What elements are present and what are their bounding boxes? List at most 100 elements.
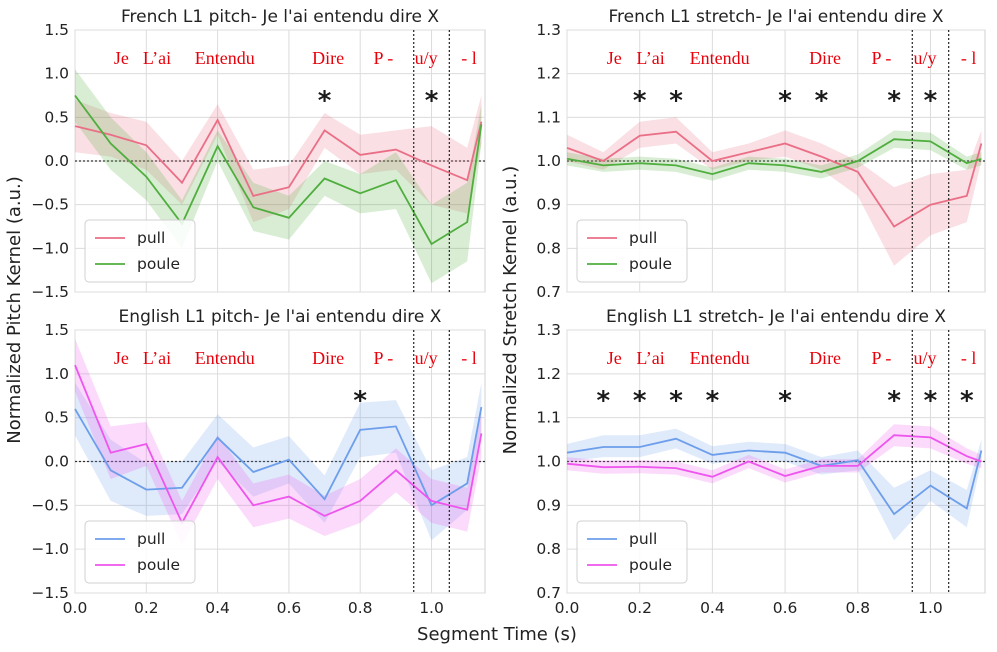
legend-box: [84, 520, 196, 584]
significance-star: *: [960, 386, 974, 416]
word-label: Entendu: [195, 48, 255, 68]
panel-3: 1.51.00.50.0−0.5−1.0−1.50.0 0.2 0.4 0.6 0.8 1…: [31, 307, 486, 617]
x-tick-label: 0.2: [134, 599, 159, 617]
panel-title: English L1 stretch- Je l'ai entendu dire…: [606, 307, 946, 327]
y-tick-label: 1.0: [536, 152, 561, 170]
x-tick-label: 0.6: [277, 599, 302, 617]
y-tick-label: −1.0: [31, 540, 69, 558]
ci-band-pull: [567, 428, 982, 541]
word-label: P -: [871, 348, 891, 368]
y-tick-label: 1.0: [536, 453, 561, 471]
y-tick-label: −1.5: [31, 584, 69, 602]
y-tick-label: −0.5: [31, 196, 69, 214]
y-tick-label: 1.2: [536, 65, 561, 83]
word-label: Dire: [312, 48, 344, 68]
word-label: Entendu: [690, 348, 750, 368]
x-tick-label: 0.4: [205, 599, 230, 617]
y-tick-label: 0.9: [536, 196, 561, 214]
ci-band-pull: [567, 117, 982, 266]
x-tick-label: 0.8: [845, 599, 870, 617]
significance-star: *: [778, 86, 792, 116]
ci-band-pull: [75, 382, 482, 541]
series-line-poule: [74, 94, 483, 246]
y-tick-label: 0.8: [536, 540, 561, 558]
y-tick-label: 0.5: [44, 409, 69, 427]
y-tick-label: 1.1: [536, 108, 561, 126]
word-label: Dire: [809, 48, 841, 68]
x-tick-label: 1.0: [918, 599, 943, 617]
y-tick-label: 1.0: [44, 365, 69, 383]
word-label: Dire: [809, 348, 841, 368]
series-line-poule: [566, 434, 982, 478]
x-tick-label: 0.2: [627, 599, 652, 617]
word-label: - l: [961, 48, 977, 68]
y-axis-label-stretch: Normalized Stretch Kernel (a.u.): [500, 166, 521, 455]
significance-star: *: [924, 86, 938, 116]
y-tick-label: 1.3: [536, 21, 561, 39]
word-label: - l: [461, 348, 477, 368]
panel-4: 1.3 1.2 1.1 1.0 0.9 0.8 0.70.0 0.2 0.4 0.6 0.8 1.0 E…: [536, 307, 986, 617]
legend-label: poule: [137, 556, 180, 574]
legend-box: [84, 219, 196, 283]
word-label: L’ai: [636, 348, 664, 368]
word-label: Entendu: [690, 48, 750, 68]
series-line-pull: [74, 406, 483, 507]
y-tick-label: 1.0: [44, 65, 69, 83]
significance-star: *: [633, 86, 647, 116]
y-tick-label: 1.3: [536, 321, 561, 339]
y-tick-label: 1.2: [536, 365, 561, 383]
y-tick-label: 0.7: [536, 584, 561, 602]
y-tick-label: 0.5: [44, 108, 69, 126]
word-label: P -: [373, 348, 393, 368]
y-tick-label: 1.5: [44, 321, 69, 339]
series-line-pull: [74, 118, 483, 197]
significance-star: *: [669, 386, 683, 416]
y-tick-label: 0.8: [536, 239, 561, 257]
significance-star: *: [815, 86, 829, 116]
legend-label: pull: [629, 229, 657, 247]
word-label: L’ai: [636, 48, 664, 68]
panels-container: 1.5 1.0 0.5 0.0 −0.5 −1.0 −1.5 French L1 pitch-…: [31, 7, 986, 617]
word-label: Entendu: [195, 348, 255, 368]
significance-star: *: [778, 386, 792, 416]
y-axis-label-pitch: Normalized Pitch Kernel (a.u.): [4, 176, 25, 444]
legend-box: [576, 219, 688, 283]
panel-title: French L1 stretch- Je l'ai entendu dire …: [608, 7, 943, 27]
legend-label: poule: [629, 255, 672, 273]
word-label: u/y: [914, 48, 937, 68]
y-tick-label: −1.5: [31, 283, 69, 301]
y-tick-label: −0.5: [31, 496, 69, 514]
significance-star: *: [887, 86, 901, 116]
legend-label: pull: [629, 530, 657, 548]
significance-star: *: [633, 386, 647, 416]
significance-star: *: [924, 386, 938, 416]
panel-title: French L1 pitch- Je l'ai entendu dire X: [121, 7, 439, 27]
significance-star: *: [706, 386, 720, 416]
legend-label: pull: [137, 229, 165, 247]
word-label: Je: [114, 348, 129, 368]
word-label: u/y: [415, 348, 438, 368]
series-line-pull: [566, 130, 983, 228]
legend-label: pull: [137, 530, 165, 548]
significance-star: *: [597, 386, 611, 416]
word-label: P -: [373, 48, 393, 68]
x-tick-label: 0.6: [773, 599, 798, 617]
panel-title: English L1 pitch- Je l'ai entendu dire X: [119, 307, 442, 327]
y-tick-label: 1.1: [536, 409, 561, 427]
x-tick-label: 1.0: [419, 599, 444, 617]
x-axis-label: Segment Time (s): [417, 624, 577, 645]
x-tick-label: 0.4: [700, 599, 725, 617]
panel-1: 1.5 1.0 0.5 0.0 −0.5 −1.0 −1.5 French L1 pitch-…: [31, 7, 486, 301]
word-label: u/y: [415, 48, 438, 68]
x-tick-label: 0.0: [63, 599, 88, 617]
y-tick-label: −1.0: [31, 239, 69, 257]
ci-band-pull: [75, 95, 482, 223]
y-tick-label: 0.0: [44, 152, 69, 170]
y-tick-label: 0.7: [536, 283, 561, 301]
word-label: Dire: [312, 348, 344, 368]
word-label: Je: [114, 48, 129, 68]
legend-label: poule: [629, 556, 672, 574]
word-label: L’ai: [143, 48, 171, 68]
significance-star: *: [669, 86, 683, 116]
significance-star: *: [318, 86, 332, 116]
